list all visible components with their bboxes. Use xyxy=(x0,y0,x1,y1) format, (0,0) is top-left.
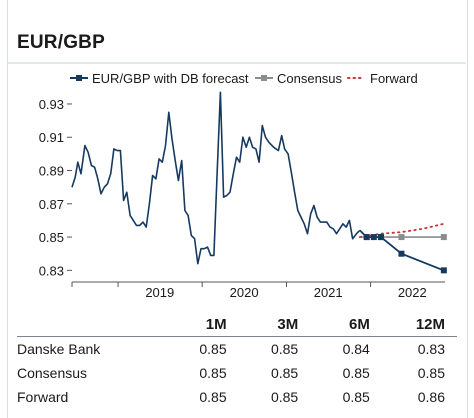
y-tick-label: 0.91 xyxy=(39,130,64,145)
y-tick-label: 0.87 xyxy=(39,197,64,212)
x-tick-label: 2020 xyxy=(230,285,259,300)
page-title: EUR/GBP xyxy=(17,32,105,53)
table-cell: 0.85 xyxy=(342,389,370,405)
chart-axes: 0.93 0.91 0.89 0.87 0.85 0.83 2019 2020 2021 2022 xyxy=(39,97,445,300)
table-cell: 0.85 xyxy=(167,336,239,361)
title-divider xyxy=(8,62,466,64)
x-tick-label: 2021 xyxy=(314,285,343,300)
consensus-point xyxy=(440,234,447,241)
db-forecast-point xyxy=(370,234,377,241)
row-label: Danske Bank xyxy=(17,336,167,361)
table-header-cell xyxy=(17,312,167,337)
table-header-cell: 6M xyxy=(348,315,370,333)
chart-legend: EUR/GBP with DB forecast Consensus Forward xyxy=(70,71,418,86)
table-cell: 0.85 xyxy=(238,336,311,361)
y-tick-label: 0.85 xyxy=(39,230,64,245)
forward-line xyxy=(358,222,445,238)
x-tick-label: 2022 xyxy=(398,285,427,300)
table-header-cell: 3M xyxy=(277,315,299,333)
db-forecast-point xyxy=(363,234,370,241)
legend-label: Consensus xyxy=(277,71,343,86)
db-forecast-point xyxy=(377,234,384,241)
chart-marks xyxy=(71,91,447,274)
y-tick-label: 0.83 xyxy=(39,263,64,278)
table-header-row: 1M 3M 6M 12M xyxy=(17,312,457,337)
consensus-point xyxy=(398,234,405,241)
chart-area: EUR/GBP with DB forecast Consensus Forward… xyxy=(39,71,447,300)
table-cell: 0.85 xyxy=(417,365,445,381)
y-tick-label: 0.89 xyxy=(39,164,64,179)
forecast-table: 1M 3M 6M 12M Danske Bank 0.85 0.85 0.84 … xyxy=(17,312,457,409)
row-label: Consensus xyxy=(17,365,88,381)
table-cell: 0.85 xyxy=(270,389,299,405)
db-forecast-point xyxy=(440,267,447,274)
table-row: Forward 0.85 0.85 0.85 0.86 xyxy=(17,385,457,409)
eurgbp-chart: EUR/GBP with DB forecast Consensus Forward… xyxy=(39,71,447,300)
legend-marker-db xyxy=(76,75,82,81)
table-cell: 0.85 xyxy=(199,365,227,381)
table-row: Consensus 0.85 0.85 0.85 0.85 xyxy=(17,361,457,385)
table-cell: 0.83 xyxy=(381,336,457,361)
legend-label: EUR/GBP with DB forecast xyxy=(92,71,249,86)
eurgbp-history-line xyxy=(71,91,361,265)
row-label: Forward xyxy=(17,389,69,405)
db-forecast-point xyxy=(398,250,405,257)
table-header-cell: 1M xyxy=(205,315,227,333)
legend-marker-consensus xyxy=(261,75,267,81)
y-tick-label: 0.93 xyxy=(39,97,64,112)
table-cell: 0.86 xyxy=(417,389,445,405)
x-tick-label: 2019 xyxy=(145,285,174,300)
table-cell: 0.85 xyxy=(342,365,370,381)
table-cell: 0.84 xyxy=(310,336,382,361)
table-cell: 0.85 xyxy=(270,365,299,381)
legend-label: Forward xyxy=(370,71,418,86)
table-header-cell: 12M xyxy=(415,315,445,333)
table-cell: 0.85 xyxy=(199,389,227,405)
table-row: Danske Bank 0.85 0.85 0.84 0.83 xyxy=(17,336,457,361)
